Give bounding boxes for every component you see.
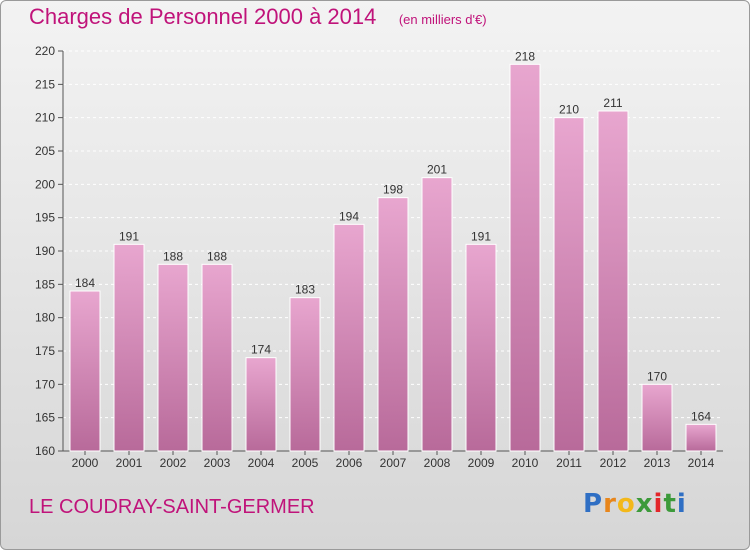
data-label: 174 [251,343,271,357]
data-label: 211 [603,96,622,110]
x-tick-label: 2004 [248,456,275,470]
x-tick-label: 2012 [600,456,627,470]
logo-letter: P [583,489,604,519]
data-label: 194 [339,209,359,223]
y-tick-label: 200 [35,177,55,191]
data-label: 183 [295,283,315,297]
bar [465,243,497,452]
data-label: 201 [427,163,447,177]
y-tick-label: 210 [35,111,55,125]
data-label: 210 [559,103,579,117]
x-tick-label: 2005 [292,456,319,470]
y-tick-label: 160 [35,444,55,458]
data-label: 164 [691,409,711,423]
logo-letter: t [663,489,677,519]
logo-letter: r [603,489,617,519]
x-tick-label: 2009 [468,456,495,470]
bar [685,423,717,452]
bar [377,197,409,452]
y-tick-label: 165 [35,411,55,425]
x-tick-label: 2000 [72,456,99,470]
y-tick-label: 195 [35,211,55,225]
data-label: 184 [75,276,95,290]
logo-letter: i [676,489,687,519]
data-label: 188 [163,249,183,263]
chart-title-unit: (en milliers d'€) [398,12,487,27]
data-label: 198 [383,183,403,197]
x-tick-label: 2006 [336,456,363,470]
logo-letter: x [635,489,654,519]
y-tick-label: 175 [35,344,55,358]
bar [641,383,673,452]
chart-title-main: Charges de Personnel 2000 à 2014 [29,4,377,29]
data-label: 170 [647,369,667,383]
bar [509,63,541,452]
y-tick-label: 190 [35,244,55,258]
bar [69,290,101,452]
x-tick-label: 2001 [116,456,143,470]
x-tick-label: 2014 [688,456,715,470]
bar [421,177,453,452]
x-tick-label: 2013 [644,456,671,470]
data-label: 218 [515,49,535,63]
bar [597,110,629,452]
x-tick-label: 2002 [160,456,187,470]
y-tick-label: 185 [35,277,55,291]
x-tick-label: 2007 [380,456,407,470]
y-tick-label: 220 [35,44,55,58]
chart-title: Charges de Personnel 2000 à 2014 (en mil… [29,4,487,30]
x-tick-label: 2008 [424,456,451,470]
data-label: 191 [471,229,491,243]
y-tick-label: 205 [35,144,55,158]
bar [113,243,145,452]
logo-letter: i [653,489,664,519]
x-tick-label: 2010 [512,456,539,470]
y-tick-label: 215 [35,77,55,91]
bar [333,223,365,452]
bar [201,263,233,452]
bar [157,263,189,452]
data-label: 191 [119,229,139,243]
y-tick-label: 180 [35,311,55,325]
x-tick-label: 2011 [556,456,582,470]
proxiti-logo[interactable]: Proxiti [583,489,687,519]
bar [553,117,585,452]
logo-letter: o [616,489,636,519]
bar [245,357,277,452]
x-tick-label: 2003 [204,456,231,470]
bar [289,297,321,452]
data-label: 188 [207,249,227,263]
location-label: LE COUDRAY-SAINT-GERMER [29,496,315,518]
y-tick-label: 170 [35,377,55,391]
